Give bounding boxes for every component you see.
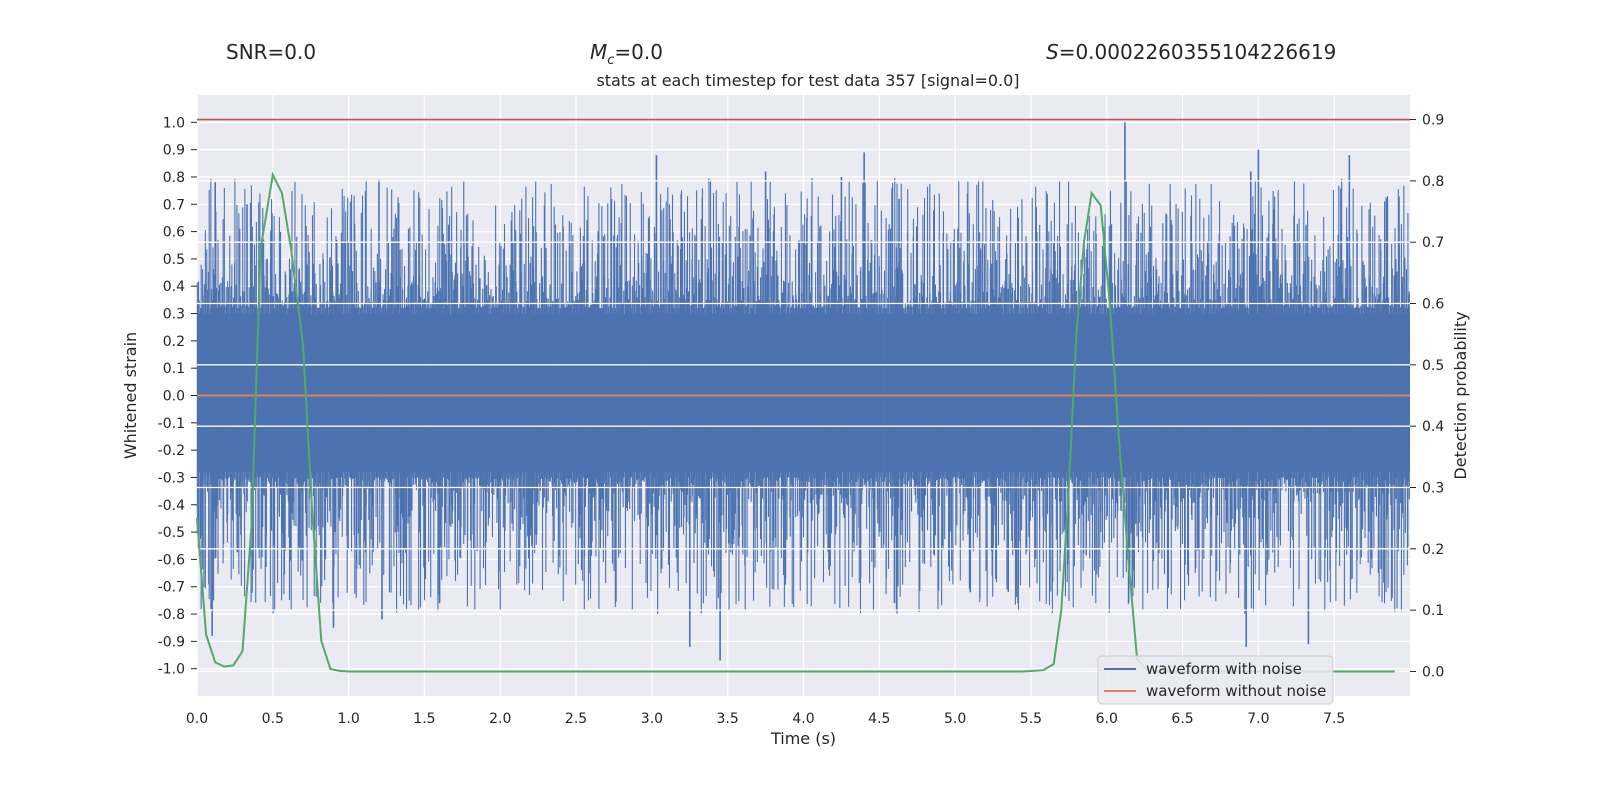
x-tick-label: 0.5: [262, 711, 284, 727]
y-tick-label: -0.1: [158, 416, 185, 432]
y-tick-label: -0.8: [158, 607, 185, 623]
legend-label-noisy: waveform with noise: [1146, 660, 1302, 678]
x-tick-label: 7.5: [1323, 711, 1345, 727]
y-tick-label: -1.0: [158, 662, 185, 678]
x-tick-label: 4.5: [868, 711, 890, 727]
chart-title: stats at each timestep for test data 357…: [596, 71, 1020, 90]
score-symbol: S: [1046, 40, 1059, 64]
right-tick-label: 0.2: [1422, 542, 1444, 558]
x-tick-label: 6.0: [1096, 711, 1118, 727]
x-tick-label: 3.5: [717, 711, 739, 727]
x-axis-ticks: 0.0 0.5 1.0 1.5 2.0 2.5 3.0 3.5 4.0 4.5 5.0 5.5 6.0 6…: [186, 711, 1345, 727]
series-detection-probability: [196, 171, 1395, 673]
y-tick-label: 0.3: [163, 307, 185, 323]
y-tick-label: 0.2: [163, 334, 185, 350]
y-tick-label: 0.8: [163, 170, 185, 186]
x-tick-label: 4.0: [792, 711, 814, 727]
right-tick-label: 0.4: [1422, 419, 1444, 435]
y-tick-label: -0.5: [158, 525, 185, 541]
x-tick-label: 5.5: [1020, 711, 1042, 727]
right-axis-ticks: 0.9 0.8 0.7 0.6 0.5 0.4 0.3 0.2 0.1 0.0: [1410, 113, 1444, 680]
x-tick-label: 1.0: [337, 711, 359, 727]
snr-stat: SNR=0.0: [226, 40, 317, 64]
y-tick-label: 0.0: [163, 389, 185, 405]
x-tick-label: 0.0: [186, 711, 208, 727]
x-tick-label: 1.5: [413, 711, 435, 727]
legend: waveform with noise waveform without noi…: [1097, 655, 1334, 705]
x-tick-label: 5.0: [944, 711, 966, 727]
legend-label-clean: waveform without noise: [1146, 682, 1326, 700]
detection-probability-line: [196, 171, 1395, 673]
chirp-mass-stat: Mc=0.0: [590, 40, 663, 68]
series-waveform-with-noise: [196, 122, 1410, 661]
y-tick-label: -0.2: [158, 443, 185, 459]
y-tick-label: 0.6: [163, 225, 185, 241]
right-axis-label: Detection probability: [1451, 311, 1470, 479]
x-tick-label: 7.0: [1247, 711, 1269, 727]
right-tick-label: 0.6: [1422, 297, 1444, 313]
x-tick-label: 2.5: [565, 711, 587, 727]
y-tick-label: 1.0: [163, 115, 185, 131]
score-stat: S=0.0002260355104226619: [1046, 40, 1336, 64]
y-tick-label: -0.7: [158, 580, 185, 596]
right-tick-label: 0.8: [1422, 174, 1444, 190]
y-axis-ticks: 1.0 0.9 0.8 0.7 0.6 0.5 0.4 0.3 0.2 0.1 0.0 -0.1 -0.…: [158, 115, 197, 678]
right-tick-label: 0.3: [1422, 480, 1444, 496]
y-tick-label: 0.7: [163, 197, 185, 213]
y-axis-label: Whitened strain: [121, 332, 140, 459]
right-tick-label: 0.9: [1422, 113, 1444, 129]
chirp-mass-subscript: c: [607, 53, 615, 68]
y-tick-label: -0.3: [158, 470, 185, 486]
x-tick-label: 2.0: [489, 711, 511, 727]
x-tick-label: 6.5: [1171, 711, 1193, 727]
y-tick-label: 0.9: [163, 143, 185, 159]
y-tick-label: 0.1: [163, 361, 185, 377]
x-axis-label: Time (s): [770, 729, 836, 748]
chirp-mass-symbol: M: [590, 40, 608, 64]
x-tick-label: 3.0: [641, 711, 663, 727]
y-tick-label: 0.4: [163, 279, 185, 295]
right-tick-label: 0.5: [1422, 358, 1444, 374]
y-tick-label: -0.4: [158, 498, 185, 514]
chirp-mass-value: =0.0: [614, 40, 663, 64]
score-value: =0.0002260355104226619: [1058, 40, 1337, 64]
right-tick-label: 0.7: [1422, 235, 1444, 251]
right-tick-label: 0.1: [1422, 603, 1444, 619]
y-tick-label: 0.5: [163, 252, 185, 268]
y-tick-label: -0.6: [158, 552, 185, 568]
legend-box: [1097, 655, 1334, 705]
y-tick-label: -0.9: [158, 634, 185, 650]
right-tick-label: 0.0: [1422, 664, 1444, 680]
